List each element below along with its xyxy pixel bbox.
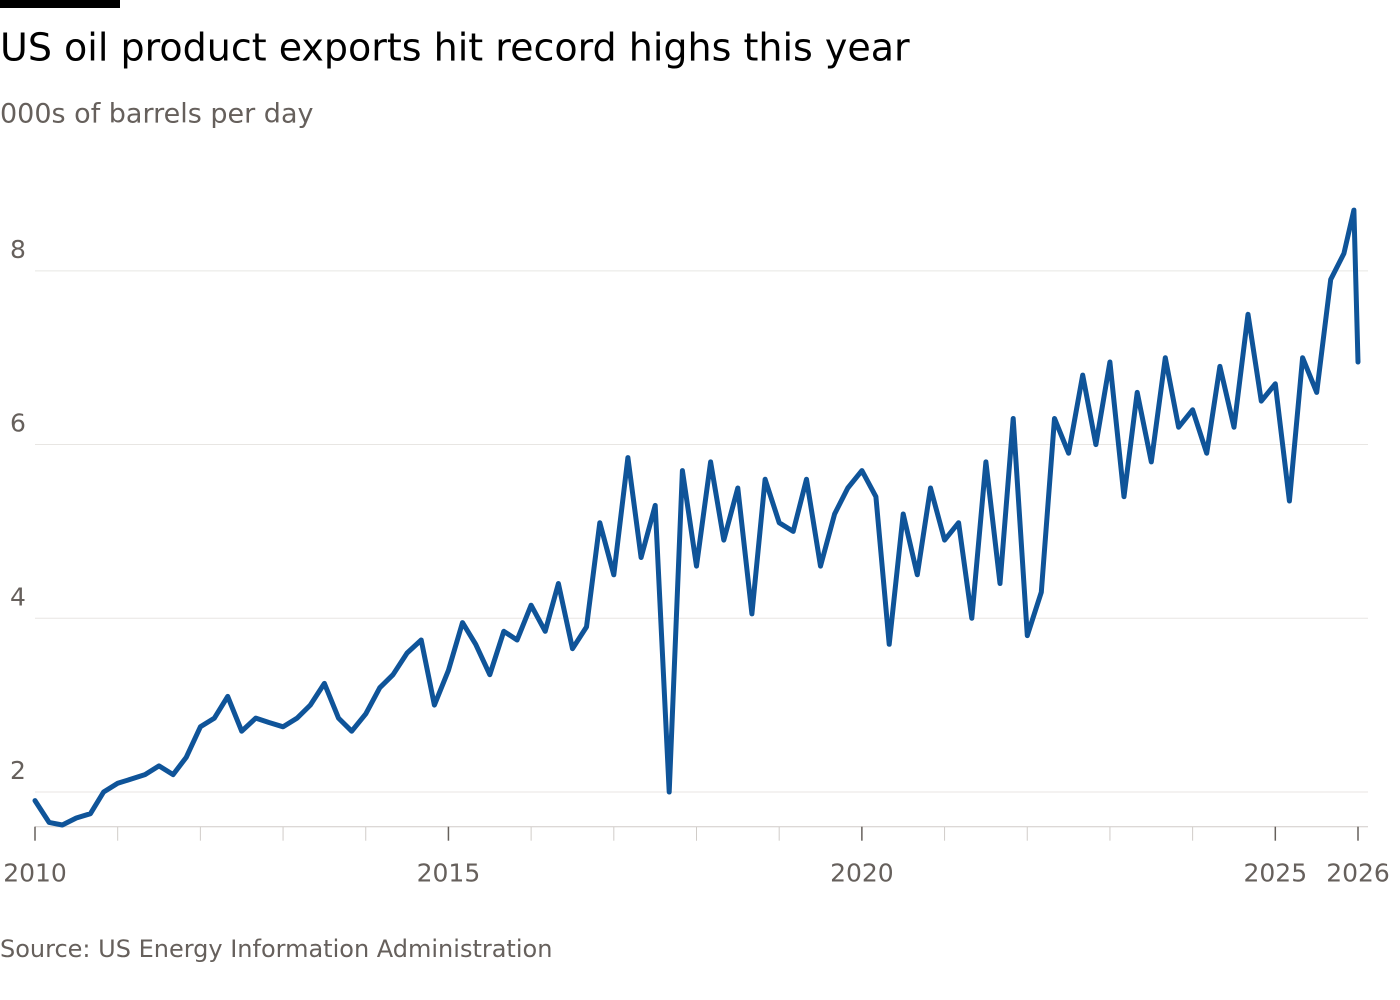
data-line — [32, 207, 1361, 828]
y-tick-label: 4 — [10, 582, 26, 611]
y-tick-label: 2 — [10, 756, 26, 785]
x-tick-label: 2020 — [830, 859, 894, 888]
y-tick-label: 8 — [10, 235, 26, 264]
x-tick-label: 2015 — [417, 859, 481, 888]
x-tick-label: 2025 — [1244, 859, 1308, 888]
x-tick-label: 2026 — [1326, 859, 1390, 888]
y-tick-label: 6 — [10, 409, 26, 438]
chart-title: US oil product exports hit record highs … — [0, 26, 910, 70]
source-note: Source: US Energy Information Administra… — [0, 935, 552, 963]
x-tick-label: 2010 — [3, 859, 67, 888]
chart-subtitle: 000s of barrels per day — [0, 99, 313, 130]
brand-bar — [0, 0, 120, 8]
